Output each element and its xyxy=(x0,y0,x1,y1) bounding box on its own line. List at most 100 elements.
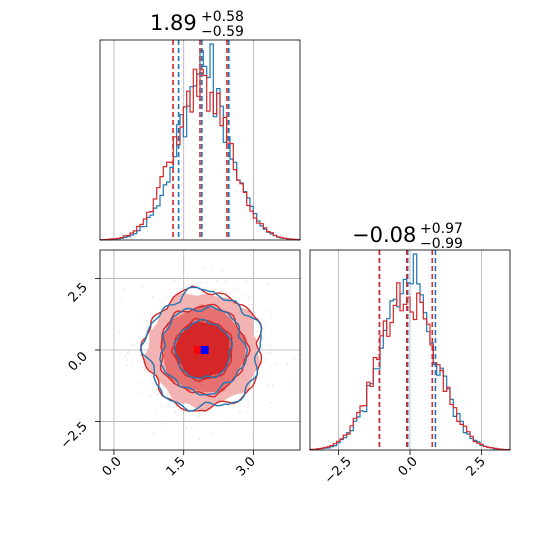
sample-point xyxy=(265,359,268,362)
sample-point xyxy=(269,344,271,347)
sample-point xyxy=(165,296,167,299)
sample-point xyxy=(124,354,127,357)
sample-point xyxy=(248,304,250,306)
sample-point xyxy=(270,314,272,316)
joint-y-tick-label: 0.0 xyxy=(66,349,91,374)
joint-x-tick-label: 1.5 xyxy=(164,454,189,479)
sample-point xyxy=(212,433,214,435)
sample-point xyxy=(266,384,269,386)
sample-point xyxy=(118,332,121,334)
contour-line-red xyxy=(140,285,263,412)
sample-point xyxy=(180,409,183,412)
sample-point xyxy=(198,438,200,441)
sample-point xyxy=(186,427,188,429)
sample-point xyxy=(156,393,159,396)
sample-point xyxy=(187,276,189,279)
sample-point xyxy=(152,432,155,435)
panel-3-title: −0.08 +0.97 −0.99 xyxy=(352,221,463,252)
sample-point xyxy=(271,384,274,387)
marginal-y-tick-label: 2.5 xyxy=(464,454,489,479)
sample-point xyxy=(263,329,265,332)
sample-point xyxy=(266,283,269,285)
joint-x-tick-label: 3.0 xyxy=(234,454,259,479)
joint-x-tick-labels: 0.0 1.5 3.0 xyxy=(100,454,259,479)
sample-point xyxy=(131,344,134,346)
sample-point xyxy=(145,329,148,332)
sample-point xyxy=(127,349,129,352)
sample-point xyxy=(221,269,224,272)
panel-3-title-plus: +0.97 xyxy=(420,221,463,237)
sample-point xyxy=(265,309,268,312)
sample-point xyxy=(202,267,204,270)
marginal-histogram-y xyxy=(309,249,511,455)
sample-point xyxy=(225,281,227,283)
sample-point xyxy=(130,362,132,365)
sample-point xyxy=(137,331,140,334)
sample-point xyxy=(227,404,229,407)
sample-point xyxy=(174,411,176,413)
sample-point xyxy=(196,283,199,285)
histogram-red xyxy=(309,282,511,451)
panel-frame xyxy=(99,249,301,451)
sample-point xyxy=(146,319,148,322)
sample-point xyxy=(205,282,208,284)
sample-point xyxy=(125,359,128,361)
sample-point xyxy=(212,267,214,270)
sample-point xyxy=(141,285,143,287)
sample-point xyxy=(136,360,139,362)
sample-point xyxy=(248,296,250,299)
joint-y-tick-label: 2.5 xyxy=(66,280,91,305)
sample-point xyxy=(169,292,172,294)
contour-line-blue xyxy=(159,305,248,396)
sample-point xyxy=(245,280,247,282)
marginal-histogram-x xyxy=(99,39,301,241)
sample-point xyxy=(149,313,152,315)
sample-point xyxy=(234,287,236,290)
sample-point xyxy=(270,401,272,404)
panel-3-title-median: −0.08 xyxy=(352,223,416,247)
sample-point xyxy=(246,406,249,408)
truth-marker xyxy=(193,346,202,354)
sample-point xyxy=(250,394,253,397)
joint-y-tick-labels: 2.5 0.0 −2.5 xyxy=(58,280,91,452)
sample-point xyxy=(238,411,241,414)
panel-frame xyxy=(309,249,511,451)
sample-point xyxy=(165,423,167,425)
sample-point xyxy=(143,369,145,372)
sample-point xyxy=(127,351,129,354)
sample-point xyxy=(140,381,142,384)
sample-point xyxy=(142,366,144,369)
sample-point xyxy=(297,353,300,356)
sample-point xyxy=(143,319,145,321)
panel-1-title-median: 1.89 xyxy=(150,11,197,35)
sample-point xyxy=(223,421,226,424)
sample-point xyxy=(166,394,169,397)
sample-point xyxy=(119,296,122,299)
sample-point xyxy=(230,403,233,406)
sample-point xyxy=(292,383,294,385)
sample-point xyxy=(251,303,253,306)
panel-1-title-plus: +0.58 xyxy=(201,9,244,25)
contour-line-blue xyxy=(173,318,234,380)
sample-point xyxy=(184,420,186,422)
panel-1-title-minus: −0.59 xyxy=(201,24,244,40)
sample-point xyxy=(262,338,264,340)
sample-point xyxy=(252,434,254,437)
sample-point xyxy=(245,410,248,413)
sample-point xyxy=(166,404,168,407)
sample-point xyxy=(155,410,157,412)
sample-point xyxy=(151,382,154,385)
marginal-y-tick-label: 0.0 xyxy=(396,454,421,479)
sample-point xyxy=(261,347,264,349)
sample-point xyxy=(153,380,155,383)
joint-contour-plot xyxy=(95,249,301,455)
panel-1-title: 1.89 +0.58 −0.59 xyxy=(150,9,244,40)
truth-marker xyxy=(200,346,209,354)
sample-point xyxy=(194,283,197,286)
marginal-y-tick-label: −2.5 xyxy=(322,454,355,487)
sample-point xyxy=(286,362,289,365)
panel-3-title-minus: −0.99 xyxy=(420,236,463,252)
sample-point xyxy=(175,405,178,408)
joint-y-tick-label: −2.5 xyxy=(58,419,91,452)
